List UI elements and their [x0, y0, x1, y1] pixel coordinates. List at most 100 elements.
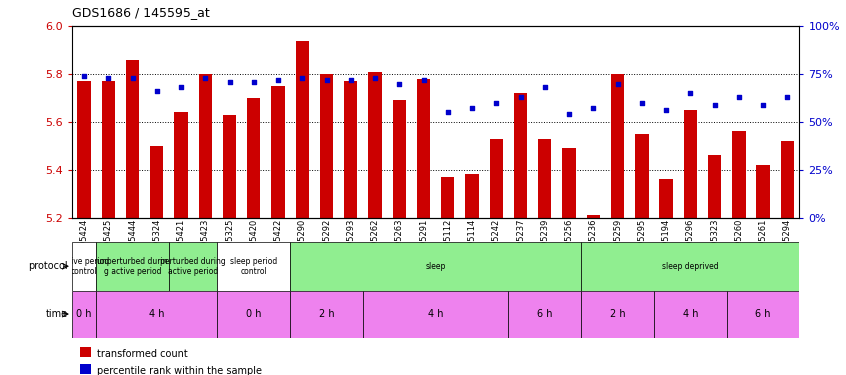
- Text: active period
control: active period control: [59, 256, 109, 276]
- Text: GSM95444: GSM95444: [128, 219, 137, 264]
- Bar: [708, 155, 722, 218]
- Bar: [320, 74, 333, 217]
- Text: GSM95425: GSM95425: [104, 219, 113, 264]
- Bar: [344, 81, 358, 218]
- Text: GDS1686 / 145595_at: GDS1686 / 145595_at: [72, 6, 210, 19]
- Text: GSM95293: GSM95293: [346, 219, 355, 264]
- Text: perturbed during
active period: perturbed during active period: [160, 256, 226, 276]
- Bar: [96, 291, 217, 338]
- Point: [514, 94, 527, 100]
- Text: GSM95242: GSM95242: [492, 219, 501, 264]
- Text: GSM95236: GSM95236: [589, 219, 598, 264]
- Point: [586, 105, 600, 111]
- Point: [150, 88, 163, 94]
- Text: time: time: [46, 309, 68, 319]
- Point: [77, 73, 91, 79]
- Text: GSM95325: GSM95325: [225, 219, 234, 264]
- Text: GSM95290: GSM95290: [298, 219, 307, 264]
- Text: GSM95259: GSM95259: [613, 219, 622, 264]
- Text: GSM95260: GSM95260: [734, 219, 744, 264]
- Text: GSM95423: GSM95423: [201, 219, 210, 264]
- Bar: [508, 291, 581, 338]
- Bar: [781, 141, 794, 218]
- Text: GSM95424: GSM95424: [80, 219, 89, 264]
- Text: GSM95421: GSM95421: [177, 219, 185, 264]
- Point: [393, 81, 406, 87]
- Bar: [217, 291, 290, 338]
- Bar: [169, 242, 217, 291]
- Point: [272, 77, 285, 83]
- Text: GSM95420: GSM95420: [250, 219, 258, 264]
- Text: GSM95291: GSM95291: [419, 219, 428, 264]
- Point: [684, 90, 697, 96]
- Text: GSM95296: GSM95296: [686, 219, 695, 264]
- Bar: [654, 291, 727, 338]
- Bar: [150, 146, 163, 218]
- Bar: [581, 291, 654, 338]
- Text: 2 h: 2 h: [319, 309, 334, 319]
- Point: [756, 102, 770, 108]
- Bar: [732, 132, 745, 218]
- Text: GSM95324: GSM95324: [152, 219, 162, 264]
- Bar: [417, 79, 431, 218]
- Bar: [563, 148, 576, 217]
- Bar: [465, 174, 479, 217]
- Bar: [684, 110, 697, 218]
- Bar: [217, 242, 290, 291]
- Bar: [96, 242, 169, 291]
- Bar: [222, 115, 236, 218]
- Bar: [290, 242, 581, 291]
- Text: GSM95263: GSM95263: [395, 219, 404, 264]
- Bar: [126, 60, 140, 217]
- Point: [368, 75, 382, 81]
- Bar: [611, 74, 624, 217]
- Point: [222, 79, 236, 85]
- Text: GSM95237: GSM95237: [516, 219, 525, 264]
- Text: sleep deprived: sleep deprived: [662, 262, 718, 271]
- Bar: [72, 291, 96, 338]
- Bar: [102, 81, 115, 218]
- Text: protocol: protocol: [28, 261, 68, 271]
- Text: GSM95256: GSM95256: [564, 219, 574, 264]
- Point: [344, 77, 358, 83]
- Point: [126, 75, 140, 81]
- Point: [174, 84, 188, 90]
- Text: GSM95323: GSM95323: [710, 219, 719, 264]
- Point: [465, 105, 479, 111]
- Text: GSM95292: GSM95292: [322, 219, 331, 264]
- Point: [199, 75, 212, 81]
- Text: GSM95114: GSM95114: [468, 219, 476, 264]
- Text: transformed count: transformed count: [97, 349, 188, 358]
- Bar: [586, 215, 600, 217]
- Text: unperturbed durin
g active period: unperturbed durin g active period: [97, 256, 168, 276]
- Point: [563, 111, 576, 117]
- Bar: [77, 81, 91, 218]
- Text: GSM95239: GSM95239: [541, 219, 549, 264]
- Point: [295, 75, 309, 81]
- Point: [320, 77, 333, 83]
- Bar: [538, 139, 552, 218]
- Text: GSM95194: GSM95194: [662, 219, 671, 264]
- Text: 4 h: 4 h: [149, 309, 164, 319]
- Bar: [363, 291, 508, 338]
- Bar: [441, 177, 454, 218]
- Text: sleep period
control: sleep period control: [230, 256, 277, 276]
- Point: [611, 81, 624, 87]
- Text: 2 h: 2 h: [610, 309, 625, 319]
- Text: 0 h: 0 h: [76, 309, 91, 319]
- Bar: [514, 93, 527, 218]
- Bar: [659, 179, 673, 218]
- Point: [659, 107, 673, 113]
- Bar: [490, 139, 503, 218]
- Bar: [727, 291, 799, 338]
- Point: [732, 94, 745, 100]
- Bar: [581, 242, 799, 291]
- Text: 4 h: 4 h: [683, 309, 698, 319]
- Text: GSM95295: GSM95295: [637, 219, 646, 264]
- Text: GSM95112: GSM95112: [443, 219, 453, 264]
- Bar: [290, 291, 363, 338]
- Text: 4 h: 4 h: [428, 309, 443, 319]
- Text: GSM95261: GSM95261: [759, 219, 767, 264]
- Text: sleep: sleep: [426, 262, 446, 271]
- Text: GSM95294: GSM95294: [783, 219, 792, 264]
